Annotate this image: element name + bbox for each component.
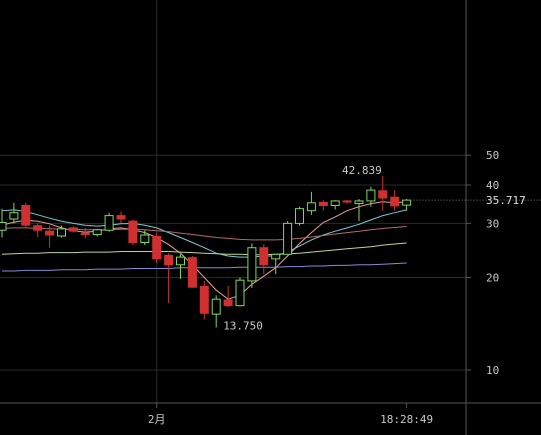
candle-body bbox=[92, 229, 102, 236]
candle-body bbox=[259, 247, 269, 266]
candle-body bbox=[199, 285, 209, 314]
grid-layer bbox=[0, 0, 466, 403]
candle bbox=[0, 208, 7, 238]
candle bbox=[378, 175, 388, 211]
candle-body bbox=[57, 228, 66, 237]
moving-average-line bbox=[1, 242, 407, 256]
candle bbox=[235, 277, 245, 307]
candle bbox=[199, 280, 209, 320]
candle bbox=[354, 199, 364, 222]
candle bbox=[295, 206, 304, 226]
candle-body bbox=[187, 257, 197, 288]
candle-body bbox=[235, 279, 245, 307]
candle bbox=[306, 191, 316, 215]
candle-body bbox=[176, 256, 185, 266]
candle-body bbox=[0, 222, 7, 231]
candle-body bbox=[33, 225, 43, 231]
candle bbox=[342, 199, 352, 204]
candle-body bbox=[211, 298, 221, 315]
low-annotation-label: 13.750 bbox=[223, 320, 263, 333]
candle bbox=[45, 225, 55, 248]
candle-body bbox=[223, 299, 233, 307]
candle-body bbox=[116, 215, 126, 220]
candle-body bbox=[378, 190, 388, 199]
x-tick-label: 2月 bbox=[148, 413, 166, 426]
candle bbox=[402, 199, 412, 211]
candle bbox=[152, 232, 162, 263]
candle-body bbox=[271, 253, 281, 260]
candle-body bbox=[295, 208, 304, 224]
last-price-label: 35.717 bbox=[486, 194, 526, 207]
candle bbox=[176, 254, 185, 279]
candle bbox=[271, 253, 281, 275]
candle bbox=[259, 244, 269, 275]
candle-body bbox=[318, 201, 328, 207]
moving-average-line bbox=[2, 262, 407, 272]
y-tick-label: 10 bbox=[486, 364, 499, 377]
candle bbox=[330, 200, 340, 210]
candle-body bbox=[140, 234, 150, 243]
candle-body bbox=[354, 200, 364, 205]
candle bbox=[283, 221, 293, 255]
candle-body bbox=[330, 200, 340, 207]
candle bbox=[390, 190, 400, 211]
candle bbox=[318, 200, 328, 211]
candle bbox=[140, 230, 150, 246]
candle bbox=[9, 202, 19, 224]
candle bbox=[187, 255, 197, 288]
candle-body bbox=[390, 196, 400, 207]
candle-body bbox=[402, 199, 412, 206]
candle bbox=[247, 243, 257, 288]
candle bbox=[80, 227, 90, 239]
candle-body bbox=[366, 189, 376, 202]
candle bbox=[92, 228, 102, 237]
candle-body bbox=[9, 212, 19, 220]
high-annotation-label: 42.839 bbox=[342, 164, 382, 177]
candle bbox=[116, 211, 126, 224]
y-tick-label: 20 bbox=[486, 272, 499, 285]
candle bbox=[223, 285, 233, 308]
candle-body bbox=[21, 205, 31, 226]
candle-body bbox=[247, 247, 257, 282]
moving-average-line bbox=[1, 209, 407, 258]
y-tick-label: 30 bbox=[486, 217, 499, 230]
candle bbox=[21, 202, 31, 228]
candle bbox=[211, 295, 221, 328]
candle-body bbox=[306, 202, 316, 212]
y-tick-label: 40 bbox=[486, 179, 499, 192]
candle bbox=[164, 253, 174, 304]
annotation-layer: 42.839 13.750 35.717 bbox=[223, 164, 541, 333]
candle-layer bbox=[0, 175, 412, 328]
candle bbox=[366, 186, 376, 207]
candle bbox=[33, 223, 43, 238]
candle bbox=[128, 219, 138, 246]
candle-body bbox=[104, 215, 114, 231]
x-tick-label: 18:28:49 bbox=[380, 413, 433, 426]
candle-body bbox=[283, 222, 293, 255]
candle-body bbox=[128, 220, 138, 243]
candle-body bbox=[45, 230, 55, 236]
candle-body bbox=[152, 235, 162, 260]
candle-body bbox=[164, 254, 174, 266]
y-tick-label: 50 bbox=[486, 149, 499, 162]
candle bbox=[68, 226, 78, 233]
candle-body bbox=[342, 200, 352, 203]
candle-body bbox=[68, 227, 78, 232]
candle bbox=[57, 225, 66, 238]
candle bbox=[104, 212, 114, 232]
candle-body bbox=[80, 232, 90, 236]
